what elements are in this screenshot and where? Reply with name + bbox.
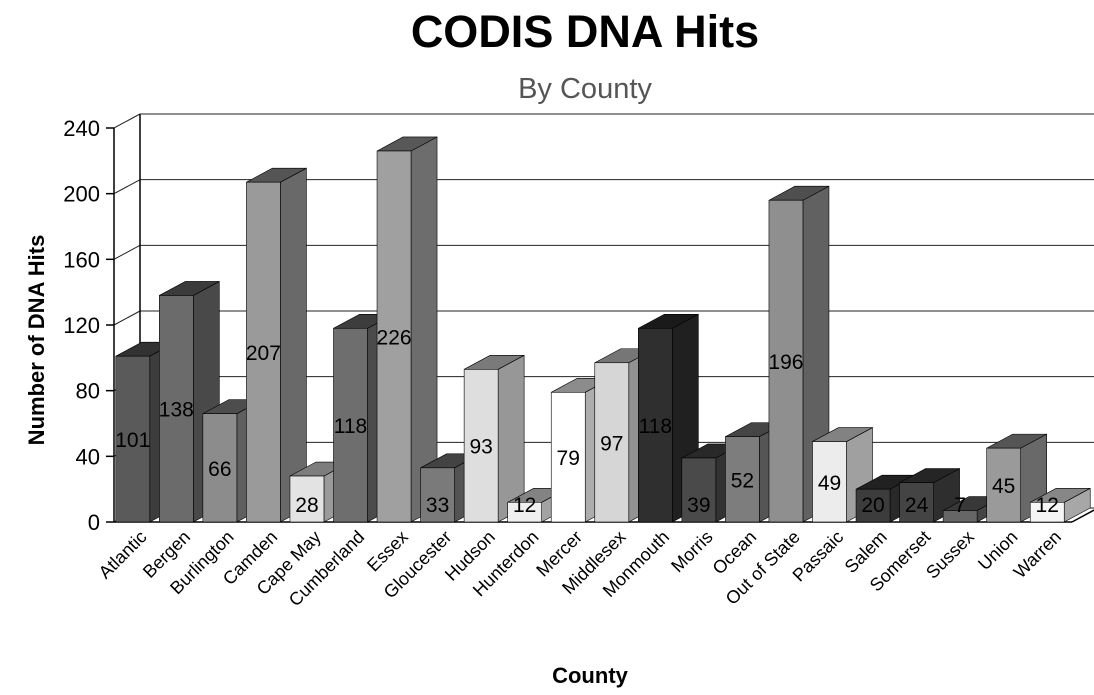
bar-front [812, 441, 847, 523]
bar-front [376, 150, 412, 523]
bar-front [768, 199, 804, 523]
data-label: 138 [159, 399, 194, 422]
data-label: 24 [905, 494, 929, 517]
y-tick-label: 200 [63, 182, 100, 207]
y-tick-label: 40 [76, 444, 100, 469]
y-tick-label: 0 [88, 510, 100, 535]
data-label: 118 [639, 415, 672, 438]
bar-front [463, 369, 499, 523]
data-label: 93 [469, 436, 492, 459]
bar-front [550, 392, 586, 523]
bar-layer [115, 136, 1091, 523]
bar-front [725, 436, 760, 523]
y-tick-label: 80 [76, 379, 100, 404]
bar [768, 185, 830, 523]
gridline-side [113, 310, 141, 326]
data-label: 196 [768, 351, 803, 374]
y-tick-label: 240 [63, 116, 100, 141]
bar-front [1029, 501, 1065, 523]
data-label: 33 [426, 494, 449, 517]
bar [463, 354, 525, 523]
bar [1029, 487, 1091, 523]
chart-title: CODIS DNA Hits [411, 6, 759, 57]
gridline-side [113, 113, 141, 129]
bar-front [333, 327, 368, 523]
x-axis-title: County [552, 663, 629, 688]
data-label: 79 [557, 447, 580, 470]
bar [376, 136, 438, 523]
x-tick-label: Warren [1010, 527, 1065, 582]
bar [986, 433, 1047, 523]
chart-subtitle: By County [518, 73, 652, 105]
gridline-side [113, 244, 141, 260]
data-label: 39 [687, 494, 710, 517]
bar-front [942, 510, 978, 523]
bar-front [420, 467, 455, 523]
data-label: 226 [377, 326, 412, 349]
gridline-side [113, 179, 141, 195]
data-label: 12 [513, 494, 536, 517]
bar-front [202, 413, 238, 523]
bar-front [507, 501, 542, 523]
bar-front [899, 482, 934, 523]
bar-front [246, 181, 281, 523]
bar-front [855, 488, 891, 523]
data-label: 49 [818, 472, 841, 495]
data-label: 45 [992, 475, 1015, 498]
data-label: 12 [1036, 494, 1059, 517]
data-label: 66 [208, 458, 231, 481]
x-tick-label: Atlantic [95, 527, 151, 583]
data-label: 7 [954, 494, 966, 517]
bar-side [280, 167, 307, 523]
data-label: 97 [600, 432, 623, 455]
bar-front [159, 295, 194, 523]
bar-front [594, 362, 630, 523]
data-label: 28 [295, 494, 318, 517]
x-tick-label: Morris [667, 527, 716, 576]
y-tick-label: 120 [63, 313, 100, 338]
data-label: 207 [246, 342, 281, 365]
data-label: 52 [731, 469, 754, 492]
data-label: 118 [334, 415, 367, 438]
data-label: 20 [861, 494, 884, 517]
bar-front [115, 355, 151, 523]
data-label: 101 [115, 429, 150, 452]
bar-front [638, 327, 673, 523]
bar [246, 167, 307, 523]
bar-front [986, 447, 1021, 523]
y-axis-title: Number of DNA Hits [24, 235, 49, 446]
x-tick-label: Sussex [922, 527, 978, 583]
bar-front [289, 475, 325, 523]
label-layer: 1011386620728118226339312799711839521964… [115, 326, 1059, 517]
y-tick-label: 160 [63, 247, 100, 272]
bar-front [681, 457, 717, 523]
